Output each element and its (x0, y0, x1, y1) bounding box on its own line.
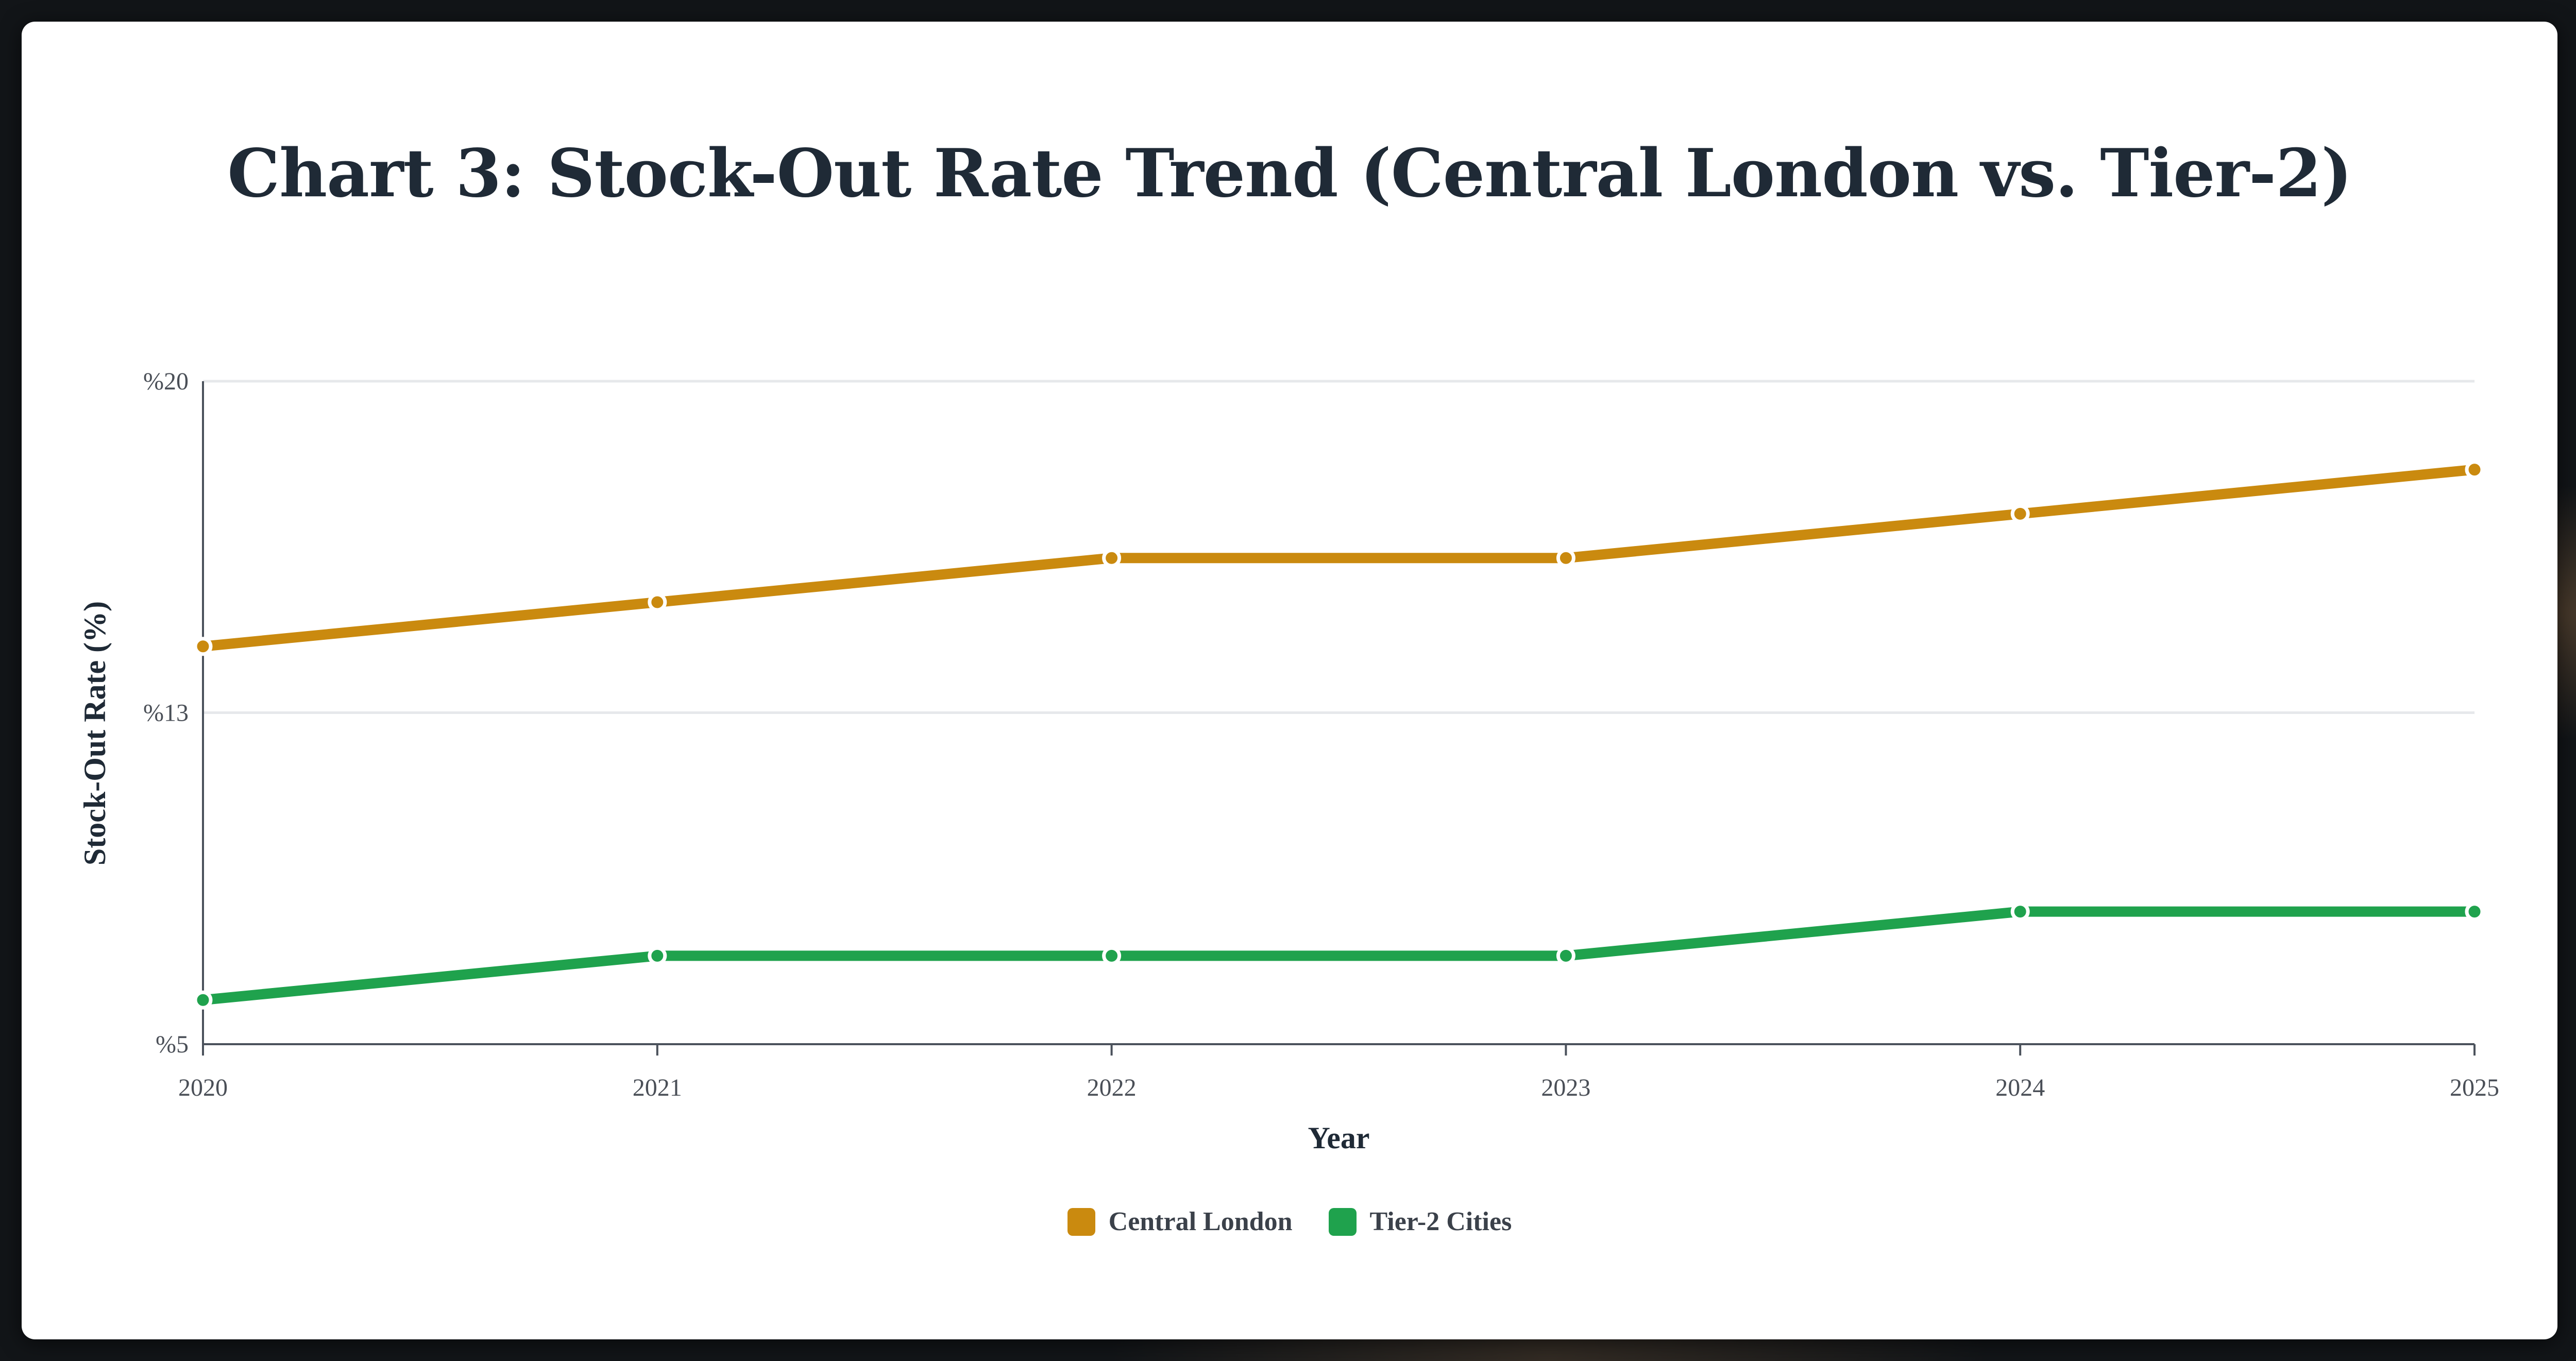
data-point-tier-2-cities-2020[interactable] (193, 990, 213, 1010)
series-line-central-london (198, 464, 2480, 652)
line-chart: %5 %13 %20 2020 2021 2022 2023 2024 2025 Year St… (78, 368, 2499, 1155)
legend-swatch-tier-2-cities (1328, 1207, 1357, 1236)
x-tick-label-2024: 2024 (1995, 1074, 2045, 1101)
x-tick-label-2025: 2025 (2450, 1074, 2499, 1101)
data-point-tier-2-cities-2021[interactable] (648, 946, 667, 965)
legend-item-central-london[interactable]: Central London (1067, 1206, 1293, 1237)
chart-title: Chart 3: Stock-Out Rate Trend (Central L… (227, 135, 2352, 212)
data-point-tier-2-cities-2022[interactable] (1102, 946, 1122, 965)
data-point-central-london-2024[interactable] (2010, 504, 2030, 523)
x-tick-label-2022: 2022 (1087, 1074, 1137, 1101)
data-point-central-london-2022[interactable] (1102, 548, 1122, 568)
y-tick-label: %20 (143, 368, 189, 395)
data-point-central-london-2020[interactable] (193, 637, 213, 656)
data-point-central-london-2023[interactable] (1556, 548, 1575, 568)
legend-item-tier-2-cities[interactable]: Tier-2 Cities (1328, 1206, 1512, 1237)
data-point-tier-2-cities-2024[interactable] (2010, 902, 2030, 922)
data-point-central-london-2021[interactable] (648, 592, 667, 612)
y-tick-label: %5 (156, 1031, 189, 1058)
data-point-central-london-2025[interactable] (2465, 460, 2484, 480)
chart-card: Chart 3: Stock-Out Rate Trend (Central L… (22, 22, 2557, 1339)
series (193, 460, 2484, 1010)
gridlines (203, 380, 2475, 714)
legend-swatch-central-london (1067, 1207, 1095, 1236)
y-axis-title: Stock-Out Rate (%) (78, 601, 112, 865)
x-axis-title: Year (1308, 1121, 1370, 1155)
series-line-tier-2-cities (198, 906, 2480, 1006)
legend: Central London Tier-2 Cities (22, 1206, 2557, 1237)
y-tick-label: %13 (143, 700, 189, 727)
x-tick-label-2023: 2023 (1541, 1074, 1590, 1101)
data-point-tier-2-cities-2025[interactable] (2465, 902, 2484, 922)
x-tick-label-2021: 2021 (633, 1074, 682, 1101)
x-tick-label-2020: 2020 (178, 1074, 228, 1101)
data-point-tier-2-cities-2023[interactable] (1556, 946, 1575, 965)
axes: %5 %13 %20 2020 2021 2022 2023 2024 2025 (143, 368, 2499, 1101)
legend-label-central-london: Central London (1108, 1207, 1293, 1236)
legend-label-tier-2-cities: Tier-2 Cities (1369, 1207, 1512, 1236)
